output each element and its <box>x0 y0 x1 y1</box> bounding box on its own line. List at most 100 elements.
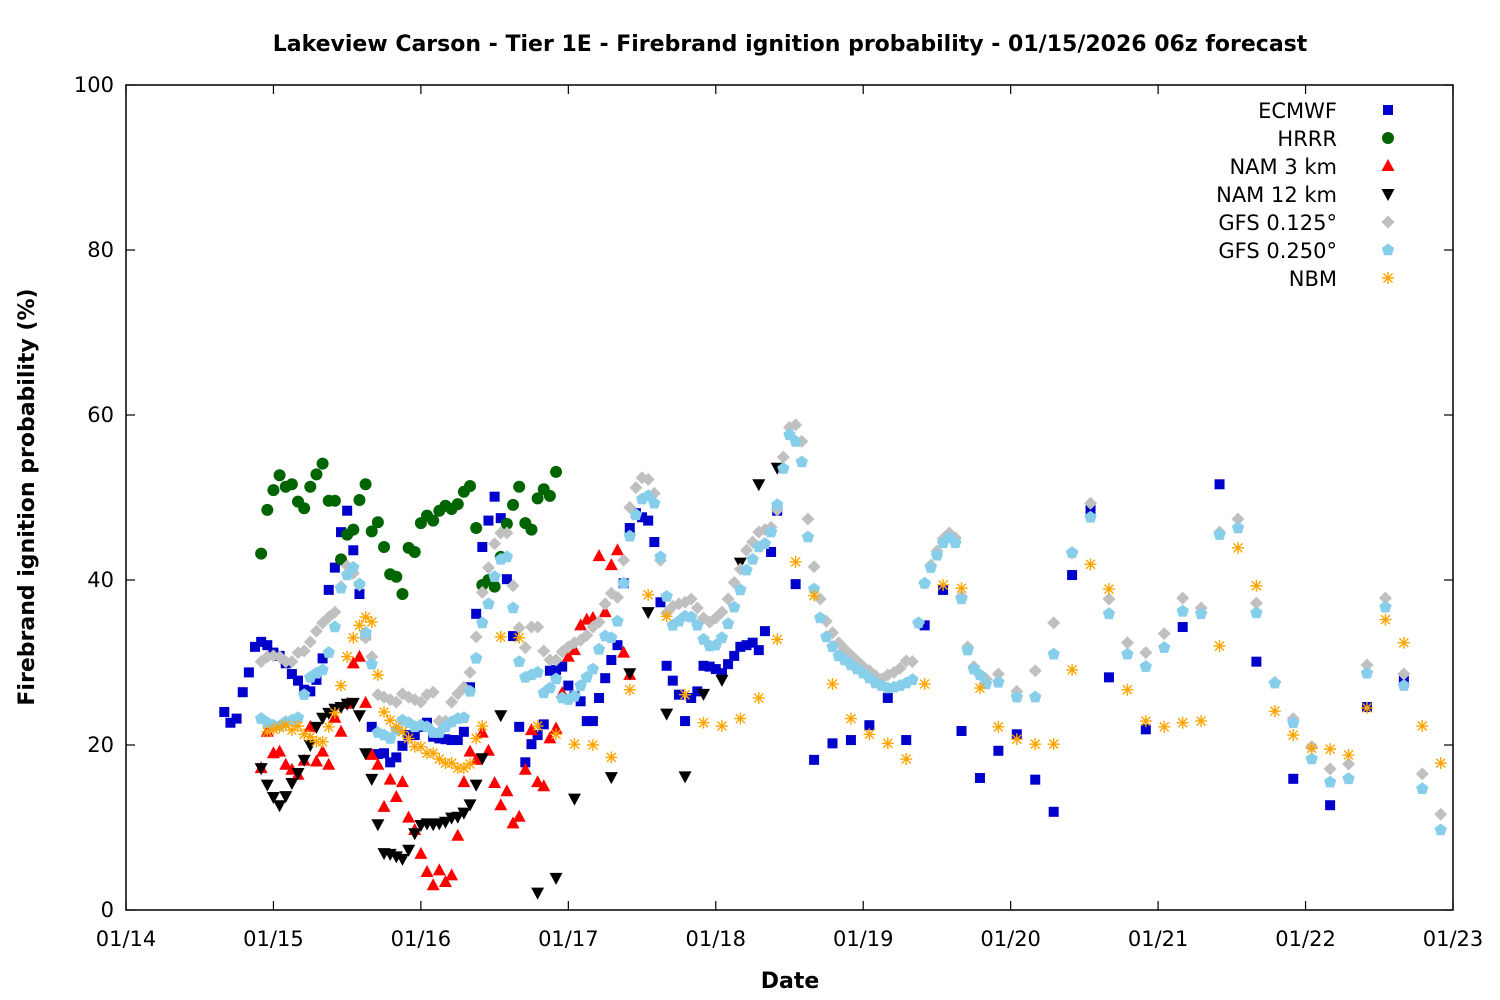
data-point-ecmwf <box>993 745 1004 756</box>
data-point-gfs-0-125 <box>463 665 477 679</box>
data-point-ecmwf <box>587 716 598 727</box>
data-point-ecmwf <box>1067 570 1078 581</box>
data-point-nbm <box>1121 683 1134 696</box>
data-point-ecmwf <box>311 674 322 685</box>
data-point-gfs-0-125 <box>426 685 440 699</box>
data-point-ecmwf <box>1177 622 1188 633</box>
data-point-ecmwf <box>716 668 727 679</box>
data-point-gfs-0-250 <box>365 657 378 670</box>
data-point-ecmwf <box>563 680 574 691</box>
data-point-nam-12-km <box>316 712 330 725</box>
data-point-nam-12-km <box>297 754 311 767</box>
data-point-ecmwf <box>458 726 469 737</box>
data-point-nbm <box>1010 733 1023 746</box>
data-point-nbm <box>1213 640 1226 652</box>
data-point-ecmwf <box>729 650 740 661</box>
data-point-nbm <box>697 716 710 729</box>
data-point-nam-12-km <box>475 753 489 766</box>
data-point-gfs-0-250 <box>629 508 643 521</box>
data-point-ecmwf <box>864 720 875 731</box>
data-point-nbm <box>494 630 507 643</box>
data-point-nam-12-km <box>309 721 323 734</box>
data-point-nbm <box>464 757 477 770</box>
data-point-nbm <box>1139 715 1152 728</box>
data-point-nam-12-km <box>623 668 637 681</box>
data-point-ecmwf <box>514 721 525 732</box>
data-point-nbm <box>900 753 913 766</box>
data-point-nam-12-km <box>279 791 293 804</box>
data-points <box>219 418 1448 900</box>
chart-title: Lakeview Carson - Tier 1E - Firebrand ig… <box>273 32 1308 57</box>
data-point-nbm <box>335 679 348 692</box>
data-point-gfs-0-250 <box>1287 716 1300 728</box>
data-point-ecmwf <box>809 754 820 765</box>
data-point-nbm <box>1360 701 1373 714</box>
data-point-nbm <box>1287 729 1300 742</box>
x-tick-label: 01/14 <box>96 927 157 951</box>
data-point-gfs-0-125 <box>297 644 311 658</box>
data-point-ecmwf <box>649 537 660 548</box>
data-point-gfs-0-125 <box>309 624 323 638</box>
data-point-ecmwf <box>956 725 967 736</box>
data-point-gfs-0-250 <box>611 614 624 627</box>
data-point-ecmwf <box>495 513 506 524</box>
data-point-nbm <box>1268 705 1281 718</box>
data-point-nbm <box>1047 738 1060 751</box>
legend-label-gfs-0-125: GFS 0.125° <box>1218 211 1337 235</box>
data-point-ecmwf <box>723 659 734 670</box>
data-point-nbm <box>328 706 341 719</box>
data-point-gfs-0-250 <box>1397 679 1410 691</box>
data-point-hrrr <box>365 525 378 538</box>
data-point-nam-3-km <box>303 719 317 732</box>
data-point-gfs-0-250 <box>660 590 673 602</box>
data-point-hrrr <box>378 541 391 553</box>
data-point-gfs-0-125 <box>893 661 907 675</box>
data-point-gfs-0-125 <box>580 628 594 642</box>
data-point-nam-3-km <box>604 558 618 571</box>
data-point-nbm <box>1231 541 1244 554</box>
data-point-nam-3-km <box>543 731 557 744</box>
data-point-nam-3-km <box>438 874 452 887</box>
data-point-nbm <box>586 739 599 751</box>
data-point-nbm <box>402 732 415 745</box>
data-point-nam-12-km <box>469 779 483 792</box>
data-point-ecmwf <box>250 641 261 652</box>
data-point-ecmwf <box>256 636 267 647</box>
data-point-gfs-0-250 <box>1379 600 1392 613</box>
data-point-gfs-0-250 <box>1139 660 1152 672</box>
data-point-gfs-0-250 <box>795 455 808 468</box>
data-point-nbm <box>359 611 372 624</box>
data-point-nam-3-km <box>561 649 575 662</box>
data-point-gfs-0-125 <box>531 620 545 634</box>
data-point-gfs-0-125 <box>1176 591 1190 605</box>
data-point-gfs-0-250 <box>623 529 636 542</box>
data-point-nam-3-km <box>598 605 612 618</box>
data-point-nbm <box>789 555 802 568</box>
data-point-nam-3-km <box>488 775 502 788</box>
data-point-nbm <box>918 677 931 690</box>
data-point-gfs-0-250 <box>801 530 815 543</box>
data-point-ecmwf <box>446 735 457 746</box>
data-point-ecmwf <box>606 655 617 666</box>
data-point-hrrr <box>371 516 384 529</box>
data-point-nbm <box>1029 738 1042 751</box>
data-point-gfs-0-125 <box>1434 807 1448 821</box>
data-point-ecmwf <box>397 740 408 751</box>
data-point-nam-12-km <box>567 793 581 806</box>
data-point-hrrr <box>310 468 323 481</box>
data-point-gfs-0-250 <box>715 631 729 643</box>
data-point-gfs-0-250 <box>500 550 514 563</box>
data-point-nbm <box>771 633 784 646</box>
data-point-nbm <box>623 683 636 696</box>
data-point-gfs-0-250 <box>586 662 600 675</box>
data-point-nbm <box>1158 720 1171 733</box>
data-point-gfs-0-125 <box>1120 636 1134 650</box>
data-point-gfs-0-250 <box>549 672 563 685</box>
data-point-nbm <box>1416 720 1429 733</box>
data-point-ecmwf <box>581 716 592 727</box>
x-tick-label: 01/19 <box>833 927 894 951</box>
data-point-gfs-0-125 <box>1084 496 1098 510</box>
data-point-ecmwf <box>655 597 666 608</box>
data-point-nam-12-km <box>260 779 274 792</box>
data-point-gfs-0-125 <box>303 635 317 649</box>
